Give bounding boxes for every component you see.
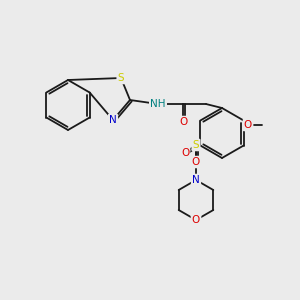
- Text: O: O: [192, 215, 200, 225]
- Text: S: S: [118, 73, 124, 83]
- Text: NH: NH: [150, 99, 166, 109]
- Text: N: N: [109, 115, 117, 125]
- Text: O: O: [244, 120, 252, 130]
- Text: S: S: [193, 140, 199, 150]
- Text: N: N: [192, 175, 200, 185]
- Text: O: O: [179, 117, 187, 127]
- Text: O: O: [181, 148, 189, 158]
- Text: O: O: [192, 157, 200, 167]
